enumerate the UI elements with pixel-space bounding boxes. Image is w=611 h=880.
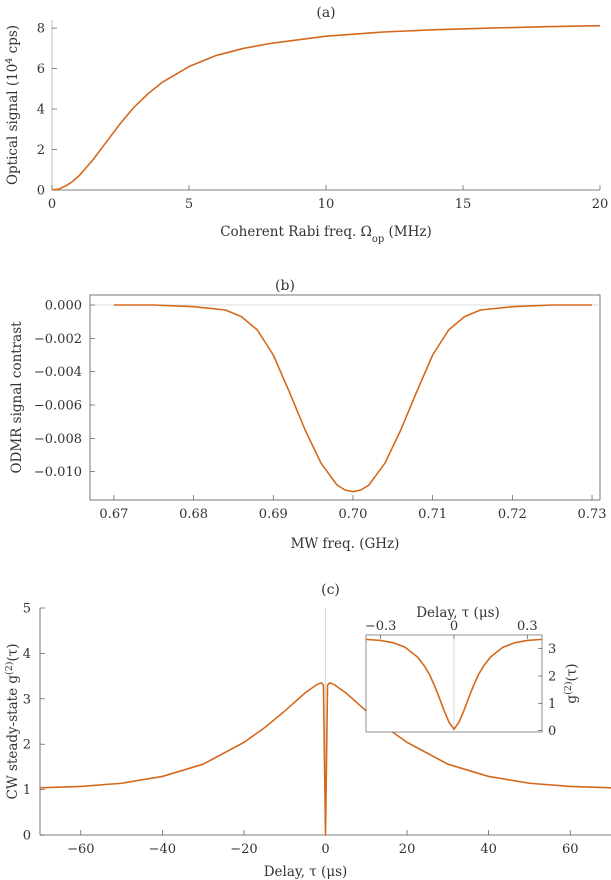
y-axis-label: ODMR signal contrast [9,321,25,474]
data-series-line [39,682,611,836]
y-tick-label: 3 [23,692,31,707]
inset-y-tick-label: 0 [548,724,556,739]
x-tick-label: 20 [399,842,416,857]
y-axis-label: Optical signal (104 cps) [4,25,22,185]
inset-y-tick-label: 2 [548,669,556,684]
y-tick-label: 6 [37,62,45,77]
x-tick-label: 20 [592,197,609,212]
inset-y-tick-label: 1 [548,697,556,712]
y-tick-label: 4 [37,103,45,118]
inset-x-tick-label: 0.3 [517,619,538,634]
inset-y-axis-label: g(2)(τ) [563,663,581,703]
x-axis-label: MW freq. (GHz) [291,536,400,552]
x-axis-label: Delay, τ (μs) [264,864,348,880]
x-tick-label: 5 [185,197,193,212]
x-axis-label: Coherent Rabi freq. Ωop (MHz) [220,224,432,245]
plot-frame [89,294,601,501]
inset-data-series-line [365,638,543,731]
x-tick-label: 0.72 [498,507,527,522]
panel-label: (a) [316,5,335,21]
x-tick-label: 0.73 [578,507,607,522]
inset-x-tick-label: −0.3 [365,619,397,634]
x-tick-label: 0.71 [418,507,447,522]
panel-b-odmr-contrast: (b) 0.67 0.68 0.69 0.70 0.71 0.72 0.73 0.000 −0.0… [9,278,607,552]
x-tick-label: 0.69 [259,507,288,522]
x-tick-label: 0 [48,197,56,212]
x-tick-label: −40 [149,842,176,857]
x-tick-label: 0.70 [338,507,367,522]
y-tick-label: −0.002 [34,332,82,347]
x-tick-label: 0 [321,842,329,857]
x-tick-label: 60 [562,842,579,857]
x-tick-label: 10 [318,197,335,212]
y-axis-label: CW steady-state g(2)(τ) [4,644,22,800]
inset-plot: −0.3 0 0.3 0 1 2 3 Delay, τ (μs) g(2)(τ) [365,605,580,739]
y-tick-label: −0.010 [34,465,82,480]
y-tick-label: 8 [37,22,45,37]
inset-y-tick-label: 3 [548,642,556,657]
y-tick-label: −0.004 [34,365,82,380]
inset-x-tick-label: 0 [450,619,458,634]
panel-label: (b) [275,278,295,294]
y-tick-label: −0.006 [34,399,82,414]
y-tick-label: 5 [23,602,31,617]
y-tick-label: 1 [23,783,31,798]
x-tick-label: 40 [480,842,497,857]
y-tick-label: 0.000 [45,299,82,314]
y-tick-label: 0 [23,829,31,844]
x-tick-label: 0.68 [179,507,208,522]
panel-label: (c) [321,582,340,598]
x-tick-label: 15 [455,197,472,212]
data-series-line [113,304,593,493]
x-tick-label: −20 [230,842,257,857]
y-tick-label: −0.008 [34,432,82,447]
panel-a-optical-signal: (a) 0 5 10 15 20 0 2 4 6 8 Coherent Rabi freq. Ωop … [4,5,609,245]
y-tick-label: 2 [37,143,45,158]
inset-x-axis-label: Delay, τ (μs) [416,605,500,621]
x-tick-label: 0.67 [99,507,128,522]
data-series-line [51,24,601,191]
y-tick-label: 0 [37,184,45,199]
x-tick-label: −60 [67,842,94,857]
y-tick-label: 2 [23,738,31,753]
y-tick-label: 4 [23,647,31,662]
